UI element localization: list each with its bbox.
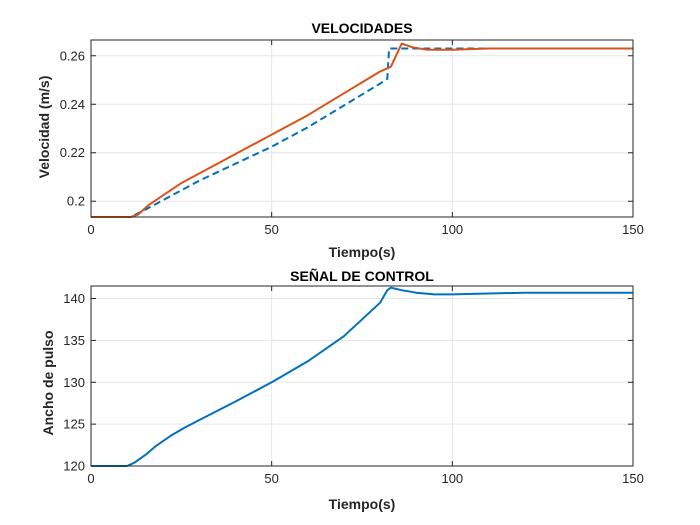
control-ytick-label: 120 xyxy=(63,459,85,474)
velocity-ytick-label: 0.2 xyxy=(67,194,85,209)
velocity-series-dashed-line xyxy=(91,47,633,218)
velocity-series-solid-line xyxy=(91,42,633,218)
control-title: SEÑAL DE CONTROL xyxy=(290,267,434,284)
control-subplot: SEÑAL DE CONTROL Tiempo(s) Ancho de puls… xyxy=(40,267,644,512)
control-ylabel: Ancho de pulso xyxy=(40,331,56,436)
control-xtick-label: 150 xyxy=(622,471,644,486)
control-xtick-label: 50 xyxy=(264,471,278,486)
velocity-xtick-label: 50 xyxy=(264,222,278,237)
control-series-solid-line xyxy=(91,286,633,467)
velocity-xtick-label: 0 xyxy=(87,222,94,237)
control-xtick-label: 0 xyxy=(87,471,94,486)
velocity-ytick-label: 0.26 xyxy=(60,48,85,63)
velocity-subplot: VELOCIDADES Tiempo(s) Velocidad (m/s) 0 5… xyxy=(36,20,644,260)
velocity-ytick-label: 0.24 xyxy=(60,97,85,112)
control-ytick-label: 125 xyxy=(63,417,85,432)
velocity-title: VELOCIDADES xyxy=(311,20,412,36)
velocity-xtick-label: 150 xyxy=(622,222,644,237)
control-ytick-label: 135 xyxy=(63,333,85,348)
control-axes-box xyxy=(90,285,634,467)
control-xtick-label: 100 xyxy=(441,471,463,486)
velocity-axes-box xyxy=(90,39,634,218)
control-xlabel: Tiempo(s) xyxy=(329,496,396,512)
control-ytick-label: 130 xyxy=(63,375,85,390)
velocity-xlabel: Tiempo(s) xyxy=(329,244,396,260)
control-ytick-label: 140 xyxy=(63,291,85,306)
velocity-xtick-label: 100 xyxy=(441,222,463,237)
velocity-ytick-label: 0.22 xyxy=(60,145,85,160)
velocity-ylabel: Velocidad (m/s) xyxy=(36,76,52,179)
